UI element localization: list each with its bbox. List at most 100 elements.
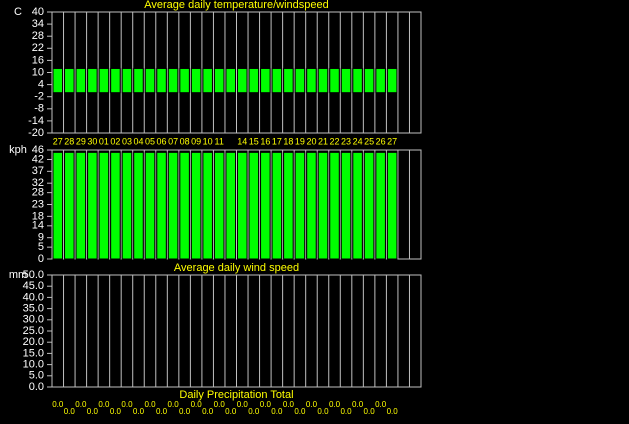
value-label: 0.0 [52,400,64,409]
bar [167,151,179,260]
value-label: 0.0 [214,400,226,409]
x-tick-label: 26 [376,136,386,146]
x-tick-label: 14 [237,136,247,146]
value-label: 0.0 [110,407,122,416]
bar [340,151,352,260]
bar [352,67,363,94]
bar [52,67,64,94]
y-tick-label: 25.0 [23,325,44,337]
x-tick-label: 06 [157,136,167,146]
y-tick-label: 34 [32,18,44,30]
value-label: 0.0 [340,407,352,416]
bar [248,67,260,94]
value-label: 0.0 [271,407,283,416]
bar [202,151,213,260]
bar [202,67,213,94]
x-tick-label: 02 [110,136,120,146]
value-label: 0.0 [317,407,329,416]
bar [144,67,156,94]
value-label: 0.0 [98,400,110,409]
bar [121,67,133,94]
bar [329,151,340,260]
y-tick-label: 10 [32,66,44,78]
bar [52,151,64,260]
value-label: 0.0 [191,400,203,409]
x-tick-label: 19 [295,136,305,146]
y-axis-label: C [14,6,22,18]
value-label: 0.0 [306,400,318,409]
value-label: 0.0 [375,400,387,409]
x-tick-label: 23 [341,136,351,146]
bar [98,151,110,260]
bar [375,67,386,94]
y-tick-label: 50.0 [23,269,44,281]
bar [375,151,386,260]
bar [237,67,248,94]
y-tick-label: 30.0 [23,314,44,326]
value-label: 0.0 [352,400,364,409]
y-tick-label: 37 [32,165,44,177]
x-tick-label: 16 [260,136,270,146]
bar [98,67,110,94]
bar [179,67,190,94]
bar [306,67,317,94]
value-label: 0.0 [260,400,272,409]
x-tick-label: 03 [122,136,132,146]
x-tick-label: 25 [364,136,374,146]
value-label: 0.0 [168,400,180,409]
bar [306,151,317,260]
y-tick-label: 16 [32,54,44,66]
bar [156,67,167,94]
x-tick-label: 17 [272,136,282,146]
bar [248,151,260,260]
bar [271,67,283,94]
bar [329,67,340,94]
x-tick-label: 30 [87,136,97,146]
y-tick-label: 14 [32,220,44,232]
x-tick-label: 09 [191,136,201,146]
bar [121,151,133,260]
y-tick-label: 28 [32,30,44,42]
y-tick-label: 10.0 [23,359,44,371]
bar [179,151,190,260]
value-label: 0.0 [283,400,295,409]
bar [294,151,306,260]
x-tick-label: 27 [53,136,63,146]
bar [340,67,352,94]
bar [190,67,202,94]
x-tick-label: 05 [145,136,155,146]
y-tick-label: 5 [38,241,44,253]
x-tick-label: 22 [330,136,340,146]
x-tick-label: 11 [215,136,224,146]
bar [75,67,87,94]
x-tick-label: 24 [353,136,363,146]
bar [133,151,144,260]
chart-title: Average daily temperature/windspeed [144,0,328,11]
value-label: 0.0 [121,400,133,409]
y-tick-label: 45.0 [23,280,44,292]
bar [64,151,75,260]
bar [237,151,248,260]
y-tick-label: 4 [38,79,44,91]
bar [260,67,271,94]
bar [363,151,375,260]
bar [110,151,121,260]
bar [75,151,87,260]
y-tick-label: 9 [38,232,44,244]
bar [190,151,202,260]
y-tick-label: -14 [28,115,44,127]
bar [271,151,283,260]
y-tick-label: 15.0 [23,347,44,359]
bar [363,67,375,94]
x-tick-label: 18 [283,136,293,146]
y-tick-label: -8 [34,103,44,115]
bar [317,67,329,94]
x-tick-label: 27 [387,136,397,146]
y-axis-label: kph [9,144,27,156]
bar [225,67,236,94]
bar [64,67,75,94]
y-tick-label: 5.0 [29,370,44,382]
value-label: 0.0 [225,407,237,416]
y-tick-label: 20.0 [23,336,44,348]
